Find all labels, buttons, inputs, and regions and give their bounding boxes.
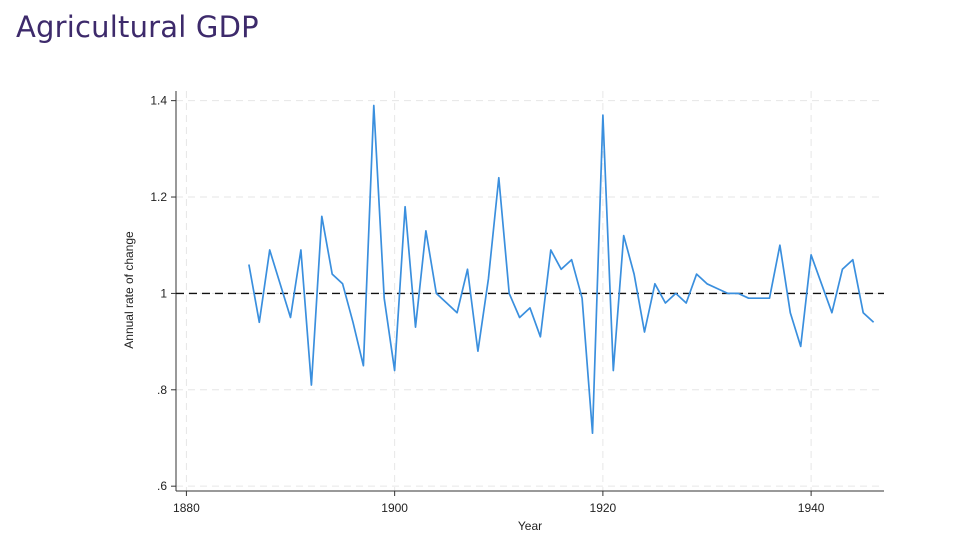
data-point-1893	[321, 215, 323, 217]
data-point-1901	[404, 205, 406, 207]
data-point-1897	[362, 364, 364, 366]
x-axis-title: Year	[518, 519, 542, 533]
data-point-1942	[831, 311, 833, 313]
data-point-1895	[341, 283, 343, 285]
data-point-1941	[820, 283, 822, 285]
data-point-1913	[529, 307, 531, 309]
data-point-1929	[695, 273, 697, 275]
y-tick-label-3: 1.2	[150, 190, 167, 204]
data-point-1931	[716, 287, 718, 289]
data-point-1926	[664, 302, 666, 304]
data-point-1899	[383, 297, 385, 299]
data-point-1921	[612, 369, 614, 371]
data-point-1914	[539, 336, 541, 338]
data-point-1915	[550, 249, 552, 251]
data-point-1940	[810, 254, 812, 256]
data-point-1900	[393, 369, 395, 371]
data-point-1889	[279, 283, 281, 285]
data-point-1888	[269, 249, 271, 251]
x-tick-label-3: 1940	[798, 501, 825, 515]
y-tick-label-0: .6	[157, 479, 167, 493]
data-point-1927	[675, 292, 677, 294]
x-tick-label-0: 1880	[173, 501, 200, 515]
data-point-1896	[352, 321, 354, 323]
data-point-1902	[414, 326, 416, 328]
data-point-1936	[768, 297, 770, 299]
tick-labels: .6 .8 1 1.2 1.4 1880 1900 1920 1940	[150, 94, 824, 515]
slide-title: Agricultural GDP	[16, 10, 259, 44]
data-point-1930	[706, 283, 708, 285]
data-point-1911	[508, 292, 510, 294]
data-point-1892	[310, 384, 312, 386]
data-point-1925	[654, 283, 656, 285]
data-point-1894	[331, 273, 333, 275]
data-point-1887	[258, 321, 260, 323]
data-point-1932	[727, 292, 729, 294]
y-tick-label-1: .8	[157, 383, 167, 397]
data-point-1924	[643, 331, 645, 333]
data-point-1923	[633, 273, 635, 275]
axes	[171, 91, 884, 496]
data-point-1918	[581, 297, 583, 299]
data-point-1917	[570, 258, 572, 260]
y-axis-title: Annual rate of change	[122, 231, 136, 349]
x-tick-label-1: 1900	[381, 501, 408, 515]
y-tick-label-2: 1	[160, 286, 167, 300]
data-point-1937	[779, 244, 781, 246]
data-point-1903	[425, 230, 427, 232]
data-point-1935	[758, 297, 760, 299]
data-point-1928	[685, 302, 687, 304]
data-point-1946	[872, 321, 874, 323]
data-point-1890	[289, 316, 291, 318]
data-point-1939	[800, 345, 802, 347]
data-point-1908	[477, 350, 479, 352]
data-point-1891	[300, 249, 302, 251]
data-point-1934	[747, 297, 749, 299]
y-tick-label-4: 1.4	[150, 94, 167, 108]
data-point-1898	[373, 104, 375, 106]
data-point-1943	[841, 268, 843, 270]
data-point-1906	[456, 311, 458, 313]
data-point-1907	[466, 268, 468, 270]
data-point-1920	[602, 114, 604, 116]
series-group	[248, 104, 875, 435]
data-point-1905	[446, 302, 448, 304]
data-point-1909	[487, 278, 489, 280]
data-point-1938	[789, 311, 791, 313]
data-point-1919	[591, 432, 593, 434]
data-point-1922	[623, 234, 625, 236]
data-point-1886	[248, 263, 250, 265]
data-point-1904	[435, 292, 437, 294]
data-point-1912	[518, 316, 520, 318]
data-point-1945	[862, 311, 864, 313]
data-point-1916	[560, 268, 562, 270]
x-tick-label-2: 1920	[590, 501, 617, 515]
series-line-0	[248, 104, 875, 435]
data-point-1944	[852, 258, 854, 260]
data-point-1933	[737, 292, 739, 294]
data-point-1910	[498, 177, 500, 179]
